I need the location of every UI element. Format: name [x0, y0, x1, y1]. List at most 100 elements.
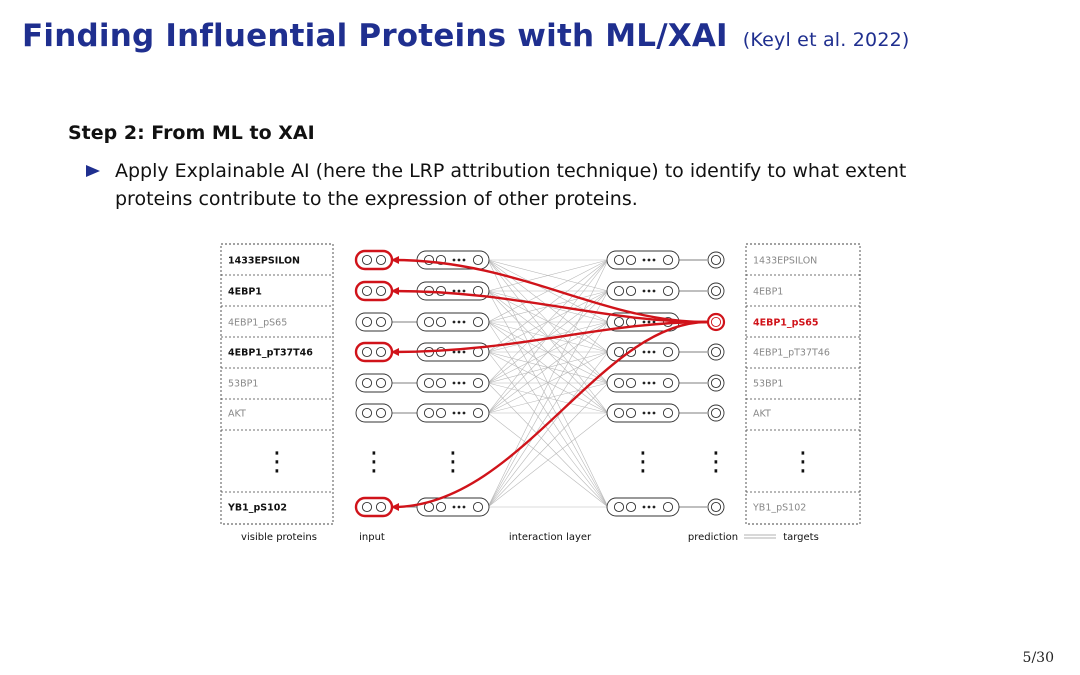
neuron [625, 377, 637, 389]
interaction-node [416, 403, 490, 423]
interaction-connection [487, 290, 609, 508]
input-label: input [359, 532, 385, 543]
dot [642, 350, 646, 354]
neuron [361, 254, 373, 266]
input-pill [354, 496, 394, 518]
dot [647, 505, 651, 509]
neuron [613, 316, 625, 328]
input-node [354, 496, 394, 518]
visible-protein-label: 4EBP1 [228, 287, 262, 298]
interaction-connection [487, 321, 609, 508]
dot [457, 381, 461, 385]
dot [642, 289, 646, 293]
prediction-node [707, 498, 725, 516]
interaction-node [606, 497, 680, 517]
interaction-connection [487, 290, 609, 384]
dot [642, 381, 646, 385]
neuron [710, 377, 722, 389]
dot [452, 350, 456, 354]
visible-protein-label: 4EBP1_pS65 [228, 318, 287, 329]
target-label: AKT [753, 409, 771, 420]
target-label: YB1_pS102 [752, 503, 806, 514]
neuron [613, 254, 625, 266]
dot [647, 350, 651, 354]
target-label: 1433EPSILON [753, 256, 817, 267]
dot [647, 381, 651, 385]
neuron [435, 316, 447, 328]
input-node [354, 341, 394, 363]
dot [642, 258, 646, 262]
neuron [375, 407, 387, 419]
prediction-node [707, 343, 725, 361]
input-node [355, 403, 393, 423]
dot [647, 411, 651, 415]
neuron [662, 377, 674, 389]
prediction-node [707, 404, 725, 422]
neuron [423, 407, 435, 419]
right-ellipsis: ⋮ [790, 447, 816, 477]
dot [652, 411, 656, 415]
prediction-node [706, 312, 726, 332]
neuron [662, 254, 674, 266]
neuron [472, 407, 484, 419]
interaction-node [606, 403, 680, 423]
visible-protein-label: 4EBP1_pT37T46 [228, 348, 313, 359]
visible-protein-label: YB1_pS102 [227, 503, 287, 514]
interaction-connection [487, 321, 609, 414]
interaction-connection [487, 259, 609, 323]
slide-title: Finding Influential Proteins with ML/XAI… [22, 18, 910, 54]
column-ellipsis: ⋮ [703, 447, 729, 477]
dot [462, 289, 466, 293]
neuron [625, 407, 637, 419]
network-nodes [354, 249, 726, 518]
dot [457, 505, 461, 509]
target-label: 53BP1 [753, 379, 783, 390]
neuron [361, 346, 373, 358]
dot [457, 289, 461, 293]
neuron [361, 377, 373, 389]
neuron [361, 285, 373, 297]
input-pill [354, 341, 394, 363]
bullet-triangle-icon [86, 165, 100, 177]
left-ellipsis: ⋮ [264, 447, 290, 477]
neuron [662, 501, 674, 513]
interaction-node [606, 342, 680, 362]
dot [452, 381, 456, 385]
connections [392, 259, 707, 508]
neuron [625, 254, 637, 266]
interaction-node [606, 281, 680, 301]
prediction-node [707, 282, 725, 300]
bullet-text: Apply Explainable AI (here the LRP attri… [115, 160, 907, 210]
dot [462, 381, 466, 385]
interaction-node [416, 497, 490, 517]
input-node [354, 249, 394, 271]
input-pill [355, 403, 393, 423]
interaction-node [606, 373, 680, 393]
interaction-node [416, 250, 490, 270]
dot [457, 411, 461, 415]
page-number: 5/30 [1022, 650, 1054, 666]
dot [462, 350, 466, 354]
target-label: 4EBP1_pS65 [753, 318, 819, 329]
neuron [375, 501, 387, 513]
prediction-label: prediction [688, 532, 738, 543]
interaction-connection [487, 351, 609, 414]
dot [452, 258, 456, 262]
column-ellipsis: ⋮ [630, 447, 656, 477]
neuron [375, 285, 387, 297]
neuron [375, 316, 387, 328]
neuron [423, 316, 435, 328]
target-label: 4EBP1 [753, 287, 783, 298]
neuron [710, 346, 722, 358]
dot [462, 320, 466, 324]
dot [452, 289, 456, 293]
dot [642, 505, 646, 509]
input-pill [355, 373, 393, 393]
interaction-node [416, 312, 490, 332]
prediction-node [707, 374, 725, 392]
input-pill [354, 249, 394, 271]
neuron [613, 501, 625, 513]
dot [642, 411, 646, 415]
dot [462, 258, 466, 262]
prediction-node [707, 251, 725, 269]
